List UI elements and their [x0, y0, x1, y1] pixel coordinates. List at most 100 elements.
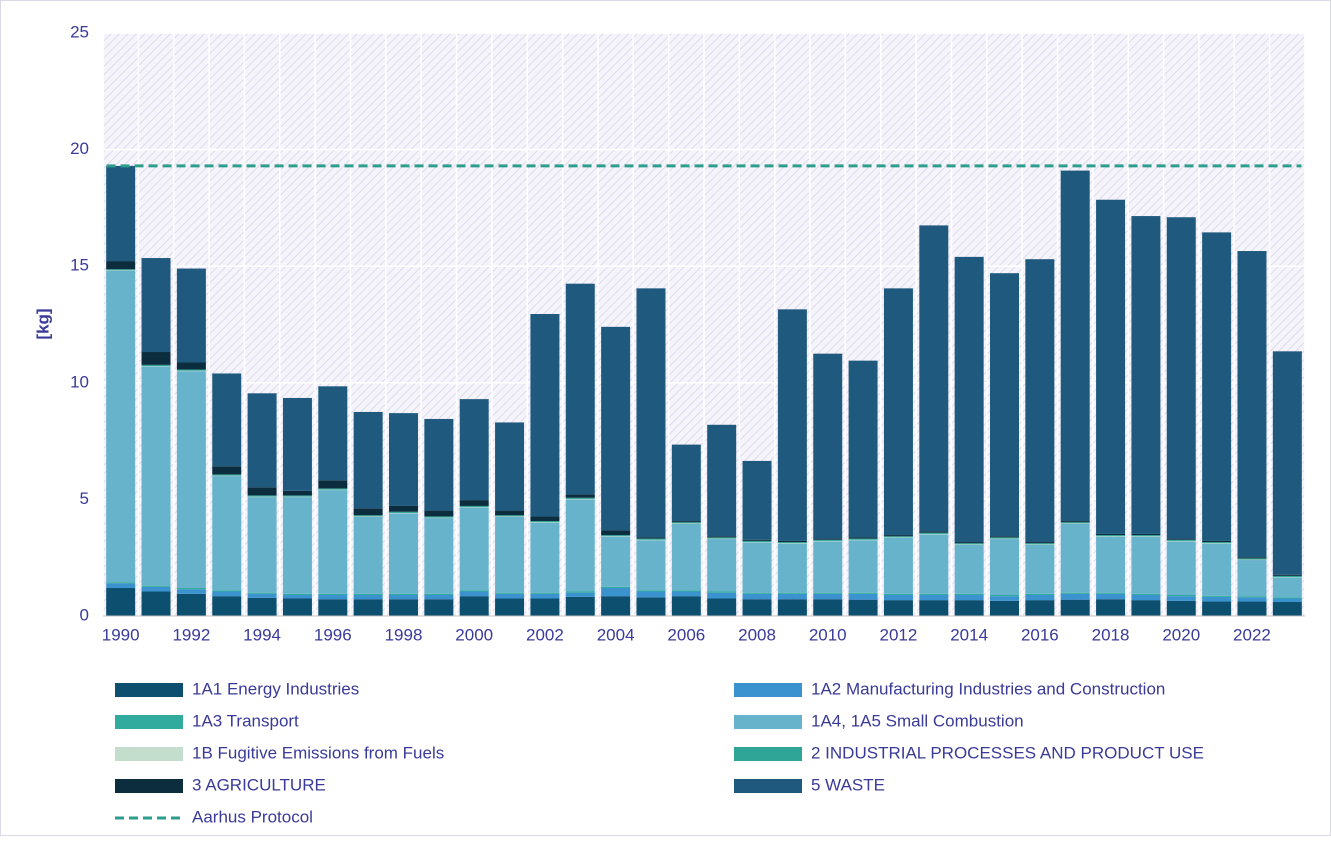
x-tick-label: 2022: [1233, 625, 1271, 644]
bar-segment: [318, 594, 347, 595]
bar-segment: [1131, 595, 1160, 600]
bar-segment: [460, 592, 489, 597]
bar-segment: [212, 476, 241, 590]
bar-segment: [672, 592, 701, 597]
bar-segment: [177, 594, 206, 616]
bar-segment: [813, 539, 842, 540]
bar-segment: [389, 512, 418, 513]
bar-segment: [813, 541, 842, 592]
y-tick-label: 25: [70, 22, 89, 41]
bar-segment: [1025, 595, 1054, 600]
bar-segment: [601, 327, 630, 531]
bar-segment: [530, 599, 559, 616]
bar-segment: [1273, 599, 1302, 602]
bar-segment: [1061, 522, 1090, 523]
bar-segment: [1167, 601, 1196, 616]
y-axis-label: [kg]: [33, 308, 52, 339]
bar-segment: [106, 269, 135, 270]
bar-segment: [142, 587, 171, 592]
bar-segment: [601, 535, 630, 536]
bar-segment: [389, 595, 418, 599]
bar-segment: [460, 506, 489, 507]
bar-segment: [778, 599, 807, 616]
bar-segment: [919, 532, 948, 533]
bar-segment: [495, 599, 524, 616]
bar-segment: [106, 166, 135, 261]
x-tick-label: 1992: [172, 625, 210, 644]
bar-segment: [955, 542, 984, 543]
bar-segment: [177, 363, 206, 370]
bar-segment: [106, 271, 135, 582]
bar-segment: [1131, 600, 1160, 616]
bar-segment: [142, 352, 171, 365]
bar-segment: [389, 599, 418, 616]
bar-segment: [919, 534, 948, 593]
x-tick-label: 2004: [597, 625, 635, 644]
bar-segment: [106, 583, 135, 588]
legend-label: 1A2 Manufacturing Industries and Constru…: [811, 679, 1165, 698]
bar-segment: [919, 600, 948, 616]
y-tick-label: 10: [70, 372, 89, 391]
bar-segment: [1202, 542, 1231, 543]
bar-segment: [1237, 251, 1266, 557]
bar-segment: [177, 371, 206, 588]
x-tick-label: 2006: [667, 625, 705, 644]
bar-segment: [1273, 578, 1302, 598]
bar-segment: [1131, 535, 1160, 536]
bar-segment: [990, 536, 1019, 537]
bar-segment: [212, 373, 241, 466]
legend-label: 1B Fugitive Emissions from Fuels: [192, 743, 444, 762]
bar-segment: [1237, 558, 1266, 559]
bar-segment: [177, 269, 206, 363]
bar-segment: [566, 499, 595, 591]
bar-segment: [778, 542, 807, 543]
bar-segment: [919, 595, 948, 600]
bar-segment: [177, 589, 206, 594]
bar-segment: [1096, 594, 1125, 599]
bar-segment: [707, 593, 736, 599]
bar-segment: [672, 521, 701, 522]
x-tick-label: 2014: [950, 625, 988, 644]
bar-segment: [495, 517, 524, 593]
bar-segment: [1061, 593, 1090, 594]
bar-segment: [990, 537, 1019, 538]
bar-segment: [1202, 597, 1231, 602]
bar-segment: [1061, 524, 1090, 593]
bar-segment: [354, 517, 383, 594]
bar-segment: [354, 515, 383, 516]
bar-segment: [318, 386, 347, 480]
bar-segment: [1202, 541, 1231, 542]
bar-segment: [1167, 596, 1196, 601]
bar-segment: [1025, 594, 1054, 595]
legend-swatch: [115, 715, 183, 729]
bar-segment: [460, 596, 489, 616]
bar-segment: [601, 530, 630, 535]
bar-segment: [990, 601, 1019, 616]
bar-segment: [990, 539, 1019, 595]
x-tick-label: 1994: [243, 625, 281, 644]
bar-segment: [1273, 576, 1302, 577]
bar-segment: [142, 586, 171, 587]
bar-segment: [106, 582, 135, 583]
bar-segment: [1202, 596, 1231, 597]
bar-segment: [1061, 594, 1090, 600]
bar-segment: [495, 515, 524, 516]
bar-segment: [849, 593, 878, 594]
x-tick-label: 2002: [526, 625, 564, 644]
bar-segment: [354, 594, 383, 595]
bar-segment: [919, 594, 948, 595]
bar-segment: [778, 593, 807, 594]
bar-segment: [177, 588, 206, 589]
bar-segment: [849, 361, 878, 538]
bar-segment: [1131, 537, 1160, 594]
bar-segment: [707, 599, 736, 616]
bar-segment: [672, 590, 701, 591]
bar-segment: [813, 594, 842, 599]
bar-segment: [495, 594, 524, 599]
x-tick-label: 2018: [1092, 625, 1130, 644]
bar-segment: [248, 497, 277, 593]
bar-segment: [1096, 593, 1125, 594]
bar-segment: [849, 540, 878, 592]
bar-segment: [248, 393, 277, 487]
